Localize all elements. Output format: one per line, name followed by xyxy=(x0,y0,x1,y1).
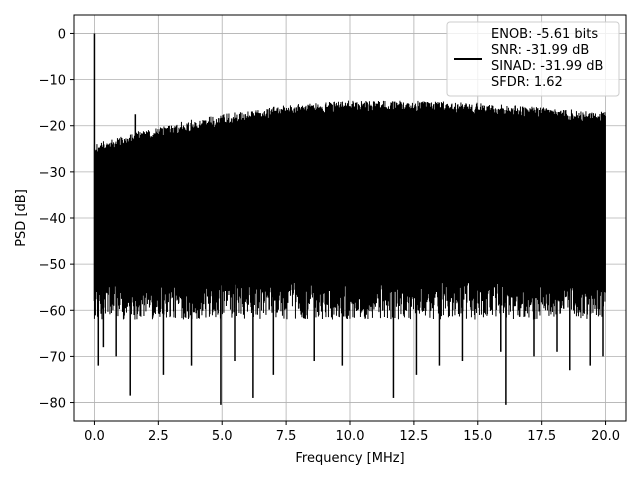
x-tick-label: 5.0 xyxy=(212,429,233,444)
y-tick-label: −60 xyxy=(39,304,66,319)
legend-enob: ENOB: -5.61 bits xyxy=(491,27,598,42)
legend-sinad: SINAD: -31.99 dB xyxy=(491,59,603,74)
y-axis-ticks: 0 −10 −20 −30 −40 −50 −60 −70 −80 xyxy=(39,27,74,412)
legend-box xyxy=(446,21,620,97)
x-axis-ticks: 0.0 2.5 5.0 7.5 10.0 12.5 15.0 17.5 20.0 xyxy=(84,421,620,444)
legend: ENOB: -5.61 bits SNR: -31.99 dB SINAD: -… xyxy=(446,21,620,97)
x-axis-label: Frequency [MHz] xyxy=(295,451,404,466)
y-tick-label: −20 xyxy=(39,120,66,135)
x-tick-label: 20.0 xyxy=(591,429,620,444)
psd-noise-band xyxy=(93,100,606,320)
x-tick-label: 10.0 xyxy=(336,429,365,444)
x-tick-label: 0.0 xyxy=(84,429,105,444)
y-tick-label: −10 xyxy=(39,74,66,89)
y-tick-label: 0 xyxy=(58,27,66,42)
x-tick-label: 2.5 xyxy=(148,429,169,444)
legend-snr: SNR: -31.99 dB xyxy=(491,43,589,58)
x-tick-label: 12.5 xyxy=(399,429,428,444)
y-axis-label: PSD [dB] xyxy=(14,189,29,247)
y-tick-label: −40 xyxy=(39,212,66,227)
y-tick-label: −70 xyxy=(39,350,66,365)
x-tick-label: 7.5 xyxy=(276,429,297,444)
x-tick-label: 17.5 xyxy=(527,429,556,444)
y-tick-label: −80 xyxy=(39,397,66,412)
y-tick-label: −50 xyxy=(39,258,66,273)
y-tick-label: −30 xyxy=(39,166,66,181)
psd-series xyxy=(93,33,606,405)
x-tick-label: 15.0 xyxy=(463,429,492,444)
legend-sfdr: SFDR: 1.62 xyxy=(491,75,563,90)
